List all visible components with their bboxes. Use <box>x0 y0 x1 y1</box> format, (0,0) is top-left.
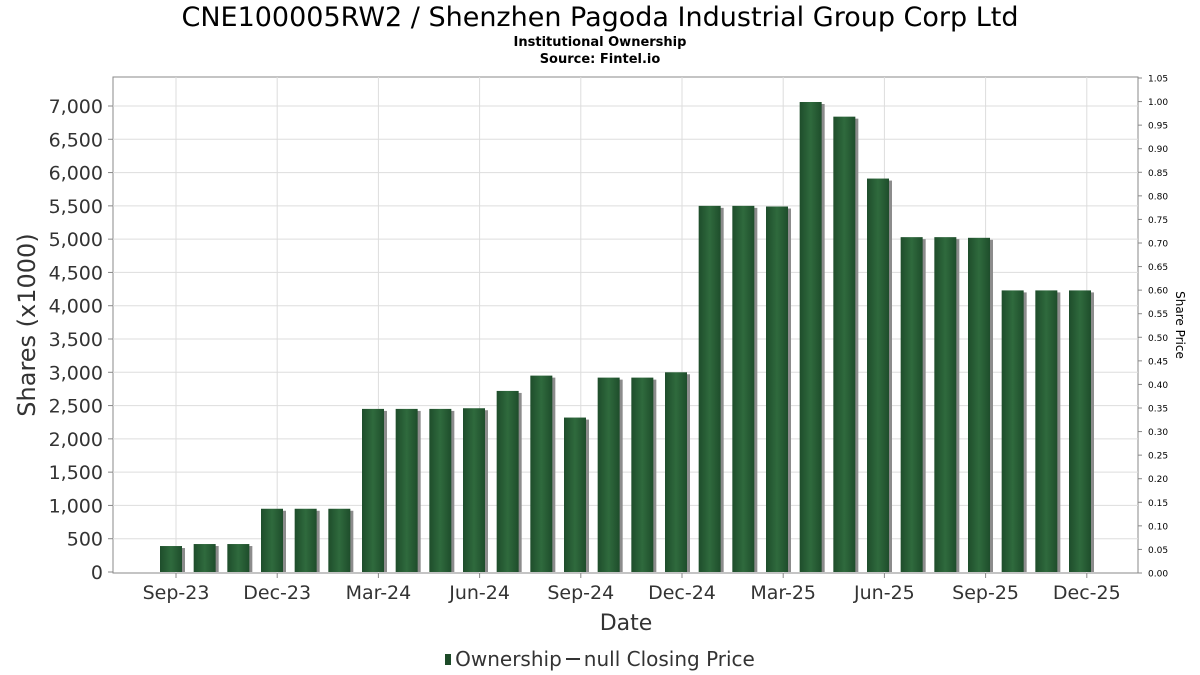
ownership-bar <box>463 408 485 572</box>
ownership-bar <box>1035 290 1058 572</box>
price-legend-line <box>565 658 580 660</box>
ownership-bar <box>530 375 553 572</box>
y2-tick-label: 0.05 <box>1148 546 1168 556</box>
y-axis-label: Shares (x1000) <box>13 233 41 416</box>
ownership-bar <box>261 508 283 572</box>
legend-ownership-label: Ownership <box>455 647 562 671</box>
ownership-bar <box>833 116 856 572</box>
x-tick-label: Dec-25 <box>1053 582 1121 604</box>
y-tick-label: 5,000 <box>49 229 103 251</box>
y-tick-label: 500 <box>67 529 103 551</box>
ownership-bar <box>429 408 452 572</box>
axes: 0 500 1,000 1,500 2,000 2,500 3,000 3,500 4,000 4… <box>49 75 1169 605</box>
ownership-bar <box>328 508 351 572</box>
x-tick-label: Sep-24 <box>547 582 614 604</box>
y-tick-label: 1,500 <box>49 462 103 484</box>
y-tick-label: 0 <box>91 562 103 584</box>
ownership-bar <box>1001 290 1024 572</box>
y2-tick-label: 0.30 <box>1148 428 1168 438</box>
x-tick-label: Sep-25 <box>952 582 1019 604</box>
y-tick-label: 6,000 <box>49 163 103 185</box>
chart-subtitle: Institutional Ownership <box>513 35 687 50</box>
plot-area <box>112 76 1139 574</box>
y2-tick-label: 0.70 <box>1148 240 1168 250</box>
ownership-bar <box>900 237 923 572</box>
y2-tick-label: 0.20 <box>1148 475 1168 485</box>
y2-tick-label: 1.05 <box>1148 75 1168 85</box>
ownership-bar <box>698 205 721 572</box>
y-tick-label: 4,000 <box>49 296 103 318</box>
y-tick-label: 5,500 <box>49 196 103 218</box>
y2-tick-label: 0.90 <box>1148 145 1168 155</box>
x-tick-label: Dec-23 <box>243 582 311 604</box>
ownership-bar <box>766 206 788 572</box>
y2-tick-label: 0.55 <box>1148 310 1168 320</box>
chart-title: CNE100005RW2 / Shenzhen Pagoda Industria… <box>181 2 1019 33</box>
y2-tick-label: 0.40 <box>1148 381 1168 391</box>
y2-tick-label: 0.45 <box>1148 357 1168 367</box>
y2-tick-label: 0.75 <box>1148 216 1168 226</box>
y2-tick-label: 0.85 <box>1148 169 1168 179</box>
y-tick-label: 3,000 <box>49 362 103 384</box>
x-tick-label: Mar-25 <box>750 582 816 604</box>
y2-tick-label: 0.15 <box>1148 499 1168 509</box>
ownership-bar <box>867 178 889 572</box>
grid <box>113 77 1138 573</box>
y2-tick-label: 0.95 <box>1148 122 1168 132</box>
ownership-bar <box>193 544 216 572</box>
y-tick-label: 2,000 <box>49 429 103 451</box>
x-tick-label: Jun-25 <box>853 582 915 604</box>
y2-tick-label: 0.25 <box>1148 452 1168 462</box>
x-tick-label: Dec-24 <box>648 582 716 604</box>
ownership-chart: 0 500 1,000 1,500 2,000 2,500 3,000 3,500 4,000 4… <box>13 75 1187 637</box>
y2-tick-label: 0.10 <box>1148 522 1168 532</box>
ownership-bar <box>665 372 687 572</box>
ownership-bar <box>968 237 990 572</box>
ownership-bar <box>564 417 586 572</box>
y2-tick-label: 0.50 <box>1148 334 1168 344</box>
ownership-bar <box>1069 290 1091 572</box>
ownership-bar <box>395 408 418 572</box>
ownership-bar <box>227 544 250 572</box>
ownership-bar <box>294 508 317 572</box>
x-tick-label: Sep-23 <box>143 582 210 604</box>
y2-tick-label: 0.80 <box>1148 192 1168 202</box>
ownership-bar <box>362 408 384 572</box>
y-tick-label: 7,000 <box>49 96 103 118</box>
ownership-bar <box>631 377 654 572</box>
y-tick-label: 2,500 <box>49 396 103 418</box>
y2-axis-label: Share Price <box>1173 291 1187 359</box>
x-tick-label: Mar-24 <box>346 582 412 604</box>
ownership-bar <box>496 390 519 572</box>
y-tick-label: 6,500 <box>49 129 103 151</box>
y2-tick-label: 0.60 <box>1148 287 1168 297</box>
ownership-legend-swatch <box>445 654 452 665</box>
chart-source: Source: Fintel.io <box>539 52 661 67</box>
y-tick-label: 3,500 <box>49 329 103 351</box>
y2-tick-label: 1.00 <box>1148 98 1168 108</box>
x-axis-label: Date <box>600 611 653 636</box>
y-tick-label: 4,500 <box>49 262 103 284</box>
bars <box>160 102 1094 573</box>
y2-tick-label: 0.65 <box>1148 263 1168 273</box>
legend-price-label: null Closing Price <box>583 647 755 671</box>
ownership-bar <box>732 205 755 572</box>
ownership-bar <box>597 377 620 572</box>
y2-tick-label: 0.00 <box>1148 570 1168 580</box>
x-tick-label: Jun-24 <box>448 582 510 604</box>
ownership-bar <box>160 546 182 572</box>
y-tick-label: 1,000 <box>49 495 103 517</box>
ownership-bar <box>934 237 957 572</box>
ownership-bar <box>799 102 822 573</box>
legend: Ownership null Closing Price <box>0 647 1200 671</box>
y2-tick-label: 0.35 <box>1148 405 1168 415</box>
